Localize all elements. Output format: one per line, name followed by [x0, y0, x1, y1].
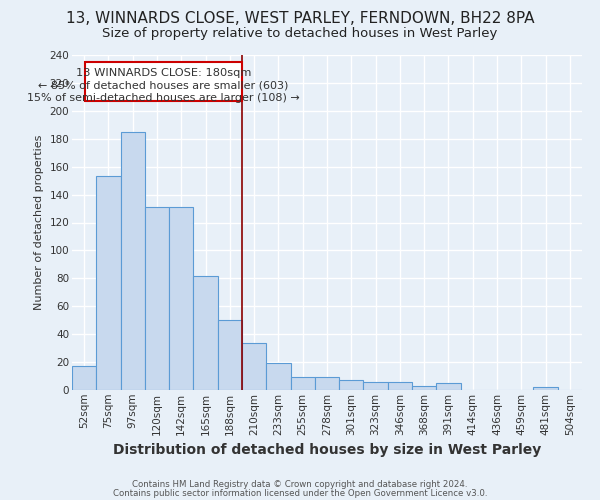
Text: Size of property relative to detached houses in West Parley: Size of property relative to detached ho… [103, 28, 497, 40]
Bar [339, 380, 364, 390]
FancyBboxPatch shape [85, 62, 242, 101]
Bar [388, 382, 412, 390]
Y-axis label: Number of detached properties: Number of detached properties [34, 135, 44, 310]
Bar [169, 207, 193, 390]
X-axis label: Distribution of detached houses by size in West Parley: Distribution of detached houses by size … [113, 443, 541, 457]
Text: 13 WINNARDS CLOSE: 180sqm: 13 WINNARDS CLOSE: 180sqm [76, 68, 251, 78]
Bar [436, 383, 461, 390]
Bar [412, 386, 436, 390]
Text: 13, WINNARDS CLOSE, WEST PARLEY, FERNDOWN, BH22 8PA: 13, WINNARDS CLOSE, WEST PARLEY, FERNDOW… [66, 11, 534, 26]
Bar [121, 132, 145, 390]
Bar [72, 366, 96, 390]
Bar [96, 176, 121, 390]
Text: Contains public sector information licensed under the Open Government Licence v3: Contains public sector information licen… [113, 488, 487, 498]
Bar [193, 276, 218, 390]
Text: 15% of semi-detached houses are larger (108) →: 15% of semi-detached houses are larger (… [28, 92, 300, 102]
Bar [266, 364, 290, 390]
Bar [290, 378, 315, 390]
Bar [315, 378, 339, 390]
Bar [145, 207, 169, 390]
Text: Contains HM Land Registry data © Crown copyright and database right 2024.: Contains HM Land Registry data © Crown c… [132, 480, 468, 489]
Bar [364, 382, 388, 390]
Text: ← 85% of detached houses are smaller (603): ← 85% of detached houses are smaller (60… [38, 80, 289, 90]
Bar [242, 342, 266, 390]
Bar [533, 387, 558, 390]
Bar [218, 320, 242, 390]
